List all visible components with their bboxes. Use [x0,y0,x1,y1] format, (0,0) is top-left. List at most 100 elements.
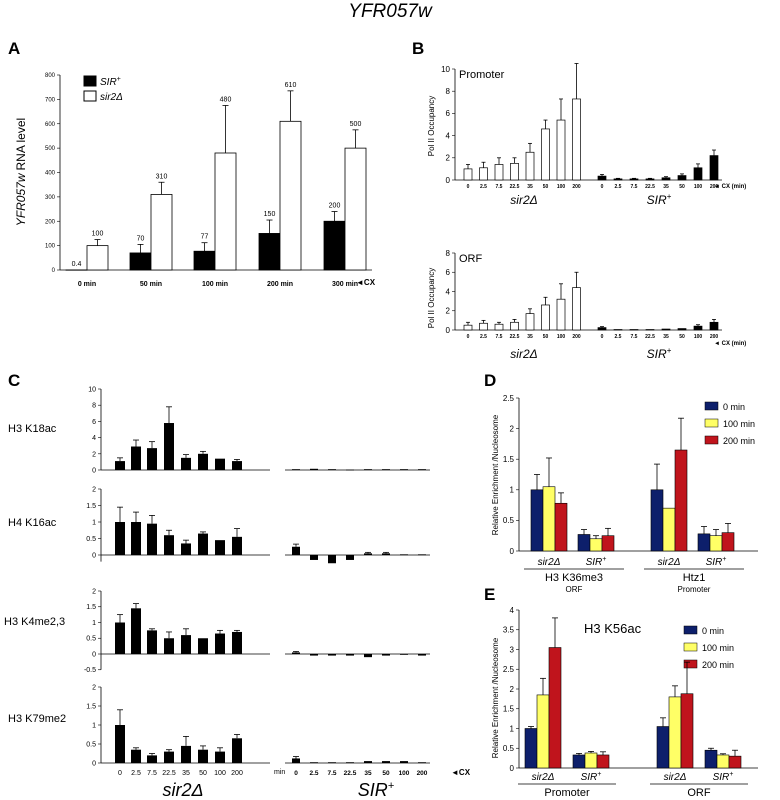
panel-b-promoter-xtick-label-0-3: 22.5 [510,184,520,190]
panel-c-row3-bar-sir-6 [400,654,408,655]
panel-c-row1-bar-sir2-1 [131,446,141,470]
panel-b-chart: Pol II Occupancy Pol II Occupancy Promot… [427,63,746,361]
panel-a-letter: A [8,39,20,58]
panel-c-row1-bar-sir-2 [328,469,336,470]
panel-b-orf-bar-sir2-7 [572,287,581,331]
panel-e-group-2: ORF [687,787,711,799]
panel-b-orf-bar-sir2-6 [556,298,566,331]
panel-b-orf-ytick-label-4: 8 [446,249,451,258]
panel-a-bar-sir-3 [258,233,281,271]
panel-b-promoter-bar-sir-0 [597,175,607,181]
panel-e-bar-0-1 [536,694,550,769]
panel-b-group-sir-top: SIR+ [647,192,672,207]
panel-c-row4-bar-sir2-5 [198,749,208,763]
panel-e-ytick-label-2: 1 [510,724,515,733]
panel-c-row2-ytick-label-2: 1 [92,519,96,526]
panel-d-bar-1-1 [589,538,603,552]
panel-c-row2-bar-sir2-0 [115,522,125,555]
panel-d-group-2: Htz1 [683,572,706,584]
panel-a-bar-sir2-0 [86,245,109,271]
panel-b-promoter-xtick-label-1-2: 7.5 [631,184,638,190]
panel-c-row1-bar-sir2-4 [181,457,191,470]
panel-c-xtick-label-0-4: 35 [182,770,190,777]
panel-a-bar-sir2-4 [344,147,367,271]
panel-c-row1-bar-sir2-5 [198,453,208,470]
panel-e-group-1: Promoter [544,787,590,799]
panel-b-orf-xtick-label-0-2: 7.5 [496,334,503,340]
panel-d-bar-1-0 [577,534,591,552]
panel-e-bar-1-2 [596,754,610,769]
panel-e-bar-2-2 [680,693,694,769]
panel-c-row1-bar-sir2-0 [115,461,125,470]
panel-c-row3-bar-sir2-1 [131,608,141,654]
panel-a-bar-sir-4 [323,220,346,271]
panel-a-bar-sir-1 [129,252,152,271]
panel-b-orf-xtick-label-0-4: 35 [527,334,533,340]
panel-e-strain-1: sir2Δ [532,772,555,783]
panel-a-ytick-label-7: 700 [45,97,56,103]
panel-c-row1-bar-sir-5 [382,469,390,470]
panel-b-promoter-bar-sir2-6 [556,119,566,181]
panel-b-promoter-xtick-label-1-3: 22.5 [645,184,655,190]
panel-c-row2-ytick-label-4: 2 [92,486,96,493]
panel-c-row4-bar-sir2-7 [232,738,242,763]
panel-c-row4-bar-sir-1 [310,762,318,764]
panel-d-bar-0-2 [554,502,568,552]
panel-d-group-2-sub: Promoter [678,585,711,594]
panel-e-chart: Relative Enrichment /Nucleosome H3 K56ac… [491,606,758,799]
panel-c-row1-bar-sir-0 [292,469,300,470]
panel-b-group-sir2-top: sir2Δ [510,193,537,207]
panel-b-promoter-bar-sir2-2 [494,164,504,181]
legend-swatch-sir [83,75,97,87]
panel-b-promoter-ytick-label-3: 6 [446,109,451,118]
panel-a-value-label-sir-1: 70 [137,235,145,242]
panel-a-ytick-label-6: 600 [45,122,56,128]
panel-a-bar-sir2-2 [214,152,237,271]
panel-b-promoter-ytick-label-4: 8 [446,87,451,96]
legend-label-0min: 0 min [723,402,745,412]
panel-d-bar-3-1 [709,535,723,552]
panel-b-orf-xtick-label-1-3: 22.5 [645,334,655,340]
panel-b-orf-xtick-label-1-5: 50 [679,334,685,340]
panel-e-bar-1-1 [584,752,598,769]
panel-c-row-label-3: H3 K4me2,3 [4,616,65,628]
panel-a-legend: SIR+ sir2Δ [83,75,123,103]
panel-e-strain-2: SIR+ [581,771,602,783]
panel-c-row4-bar-sir2-3 [164,751,174,763]
panel-c-row2-bar-sir2-2 [147,523,157,555]
panel-c-row3-bar-sir2-3 [164,638,174,654]
panel-e-bar-3-1 [716,754,730,769]
panel-c-row3-ytick-label-4: 1.5 [86,604,96,611]
panel-a-ytick-label-0: 0 [52,268,56,274]
panel-d-bar-0-0 [530,489,544,552]
legend-swatch-0min [683,625,698,635]
panel-c-group-sir: SIR+ [358,780,395,800]
panel-c-row2-bar-sir2-5 [198,533,208,555]
panel-a-bar-sir2-1 [150,194,173,271]
panel-d-bar-3-2 [721,532,735,552]
panel-c-row4-bar-sir-3 [346,762,354,764]
panel-e-ytick-label-1: 0.5 [503,744,515,753]
panel-c-row4-ytick-label-4: 2 [92,684,96,691]
panel-c-row-label-1: H3 K18ac [8,423,57,435]
panel-e-strain-3: sir2Δ [664,772,687,783]
panel-c-row2-bar-sir-3 [346,555,354,560]
panel-b-promoter-xtick-label-1-0: 0 [601,184,604,190]
panel-c-row3-bar-sir-0 [292,652,300,654]
panel-c-row1-ytick-label-5: 10 [88,386,96,393]
panel-c-row3-bar-sir-2 [328,654,336,656]
panel-a-value-label-sir2-1: 310 [156,173,168,180]
panel-c-row3-bar-sir2-0 [115,622,125,654]
panel-e-strain-4: SIR+ [713,771,734,783]
legend-swatch-200min [704,435,719,445]
legend-label-200min: 200 min [702,660,734,670]
panel-b-promoter-xtick-label-1-6: 100 [694,184,703,190]
panel-c-row4-bar-sir2-1 [131,749,141,763]
panel-c-xtick-label-1-5: 50 [382,770,390,777]
panel-c-row1-bar-sir-4 [364,469,372,470]
panel-b-orf-bar-sir2-3 [510,321,519,331]
panel-c-letter: C [8,371,20,390]
panel-b-orf-bar-sir-6 [693,325,703,331]
panel-d-bar-2-1 [662,507,676,552]
